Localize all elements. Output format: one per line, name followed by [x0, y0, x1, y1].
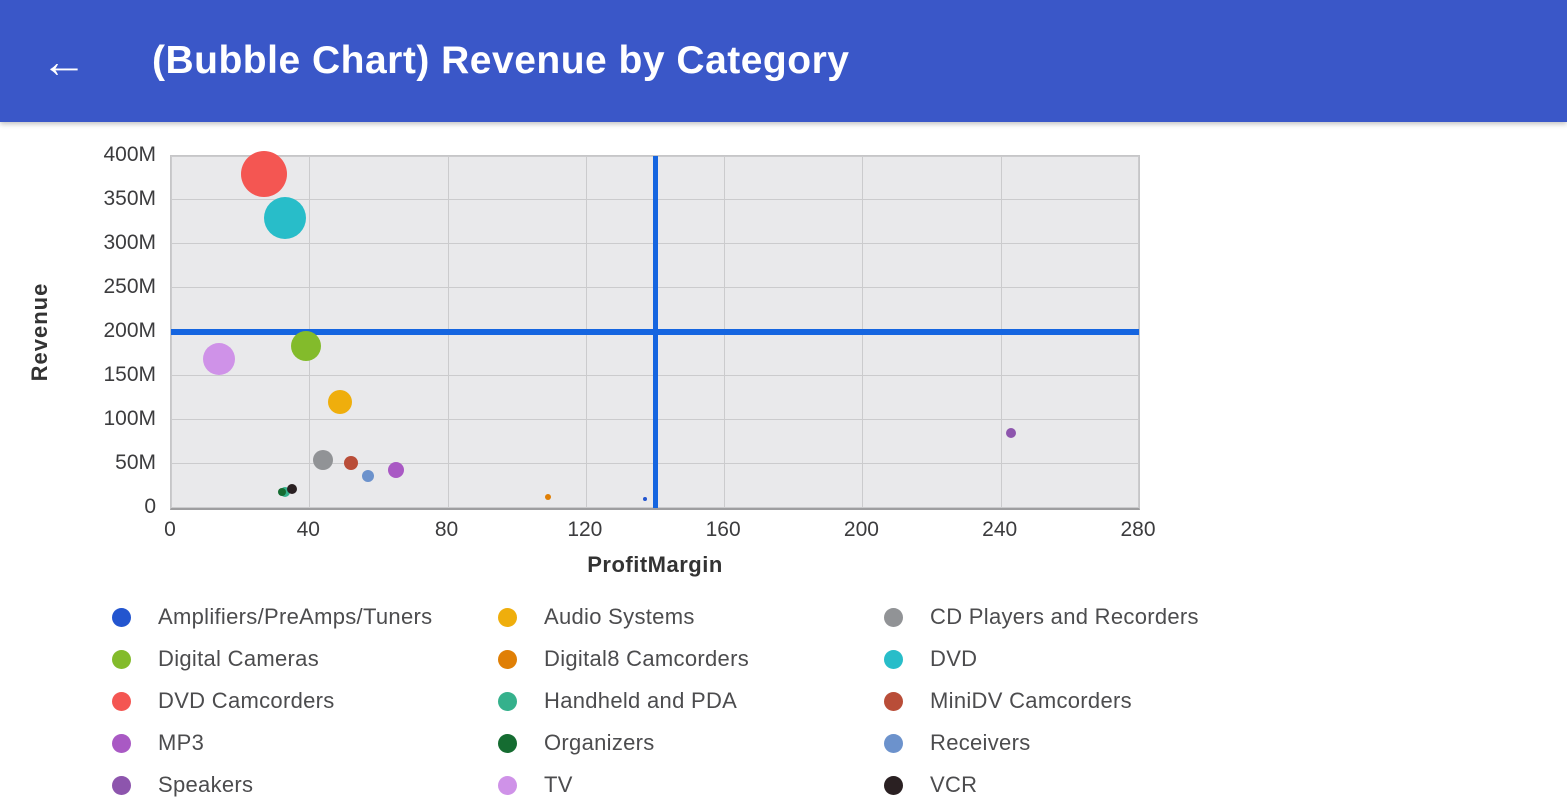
legend-dot-organizers — [498, 733, 517, 753]
legend-label-tv: TV — [544, 772, 573, 797]
x-tick-label: 280 — [1120, 518, 1156, 541]
y-tick-label: 150M — [103, 363, 156, 386]
y-tick-label: 50M — [115, 451, 156, 474]
legend-dot-handheld-and-pda — [498, 691, 517, 711]
x-axis-title: ProfitMargin — [587, 552, 723, 577]
reference-line-horizontal — [171, 329, 1139, 335]
legend-item-digital-cameras: Digital Cameras — [112, 645, 498, 673]
legend-dot-speakers — [112, 775, 131, 795]
app-bar: ← (Bubble Chart) Revenue by Category — [0, 0, 1567, 122]
legend-item-tv: TV — [498, 771, 884, 799]
legend-label-receivers: Receivers — [930, 730, 1031, 755]
y-tick-label: 0 — [144, 495, 156, 518]
legend-dot-dvd-camcorders — [112, 691, 131, 711]
bubble-speakers[interactable] — [1006, 428, 1017, 439]
legend-item-vcr: VCR — [884, 771, 1452, 799]
legend-dot-cd-players-and-recorders — [884, 607, 903, 627]
legend-item-organizers: Organizers — [498, 729, 884, 757]
legend-dot-digital-cameras — [112, 649, 131, 669]
legend-label-speakers: Speakers — [158, 772, 254, 797]
legend-item-handheld-and-pda: Handheld and PDA — [498, 687, 884, 715]
bubble-digital8-camcorders[interactable] — [544, 493, 551, 500]
bubble-organizers[interactable] — [277, 488, 286, 497]
bubble-vcr[interactable] — [287, 483, 297, 494]
legend-dot-audio-systems — [498, 607, 517, 627]
x-tick-label: 160 — [705, 518, 741, 541]
legend-item-speakers: Speakers — [112, 771, 498, 799]
legend-item-dvd-camcorders: DVD Camcorders — [112, 687, 498, 715]
legend-dot-mp3 — [112, 733, 131, 753]
y-axis-title: Revenue — [27, 282, 52, 382]
legend-label-organizers: Organizers — [544, 730, 655, 755]
page-title: (Bubble Chart) Revenue by Category — [152, 39, 850, 82]
y-tick-label: 100M — [103, 407, 156, 430]
y-tick-label: 350M — [103, 187, 156, 210]
legend-dot-receivers — [884, 733, 903, 753]
legend-item-audio-systems: Audio Systems — [498, 603, 884, 631]
legend-dot-dvd — [884, 649, 903, 669]
legend-label-amplifiers-preamps-tuners: Amplifiers/PreAmps/Tuners — [158, 604, 433, 629]
legend-label-minidv-camcorders: MiniDV Camcorders — [930, 688, 1132, 713]
legend-item-mp3: MP3 — [112, 729, 498, 757]
legend-item-receivers: Receivers — [884, 729, 1452, 757]
legend-label-digital-cameras: Digital Cameras — [158, 646, 319, 671]
x-axis-tick-labels: 0 40 80 120 160 200 240 280 — [164, 518, 1155, 546]
legend-dot-tv — [498, 775, 517, 795]
legend-label-audio-systems: Audio Systems — [544, 604, 695, 629]
legend-label-vcr: VCR — [930, 772, 978, 797]
x-tick-label: 200 — [843, 518, 879, 541]
bubble-receivers[interactable] — [362, 470, 375, 483]
bubble-digital-cameras[interactable] — [290, 331, 321, 362]
legend-dot-vcr — [884, 775, 903, 795]
legend-label-handheld-and-pda: Handheld and PDA — [544, 688, 738, 713]
bubble-audio-systems[interactable] — [328, 389, 353, 414]
bubble-amplifiers-preamps-tuners[interactable] — [642, 497, 647, 502]
legend-label-digital8-camcorders: Digital8 Camcorders — [544, 646, 749, 671]
x-tick-label: 0 — [164, 518, 176, 541]
legend-dot-digital8-camcorders — [498, 649, 517, 669]
y-axis-tick-labels: 0 50M 100M 150M 200M 250M 300M 350M 400M — [80, 143, 156, 518]
legend-item-digital8-camcorders: Digital8 Camcorders — [498, 645, 884, 673]
plot-area — [170, 150, 1140, 510]
legend-item-minidv-camcorders: MiniDV Camcorders — [884, 687, 1452, 715]
bubble-dvd[interactable] — [264, 197, 307, 240]
x-tick-label: 40 — [296, 518, 320, 541]
y-tick-label: 300M — [103, 231, 156, 254]
legend-item-cd-players-and-recorders: CD Players and Recorders — [884, 603, 1452, 631]
legend-label-dvd: DVD — [930, 646, 978, 671]
bubble-cd-players-and-recorders[interactable] — [313, 450, 334, 471]
x-tick-label: 120 — [567, 518, 603, 541]
legend-label-cd-players-and-recorders: CD Players and Recorders — [930, 604, 1199, 629]
legend-label-mp3: MP3 — [158, 730, 205, 755]
x-tick-label: 240 — [982, 518, 1018, 541]
bubble-dvd-camcorders[interactable] — [241, 150, 288, 197]
legend-label-dvd-camcorders: DVD Camcorders — [158, 688, 335, 713]
x-tick-label: 80 — [434, 518, 459, 541]
legend-item-dvd: DVD — [884, 645, 1452, 673]
legend-dot-minidv-camcorders — [884, 691, 903, 711]
legend-dot-amplifiers-preamps-tuners — [112, 607, 131, 627]
bubble-tv[interactable] — [203, 343, 236, 376]
back-arrow-icon[interactable]: ← — [41, 35, 87, 87]
y-tick-label: 200M — [103, 319, 156, 342]
bubble-mp3[interactable] — [387, 462, 404, 479]
bubble-minidv-camcorders[interactable] — [343, 456, 358, 471]
chart-legend: Amplifiers/PreAmps/Tuners Audio Systems CD… — [112, 603, 1452, 799]
y-tick-label: 400M — [103, 143, 156, 166]
legend-item-amplifiers-preamps-tuners: Amplifiers/PreAmps/Tuners — [112, 603, 498, 631]
y-tick-label: 250M — [103, 275, 156, 298]
